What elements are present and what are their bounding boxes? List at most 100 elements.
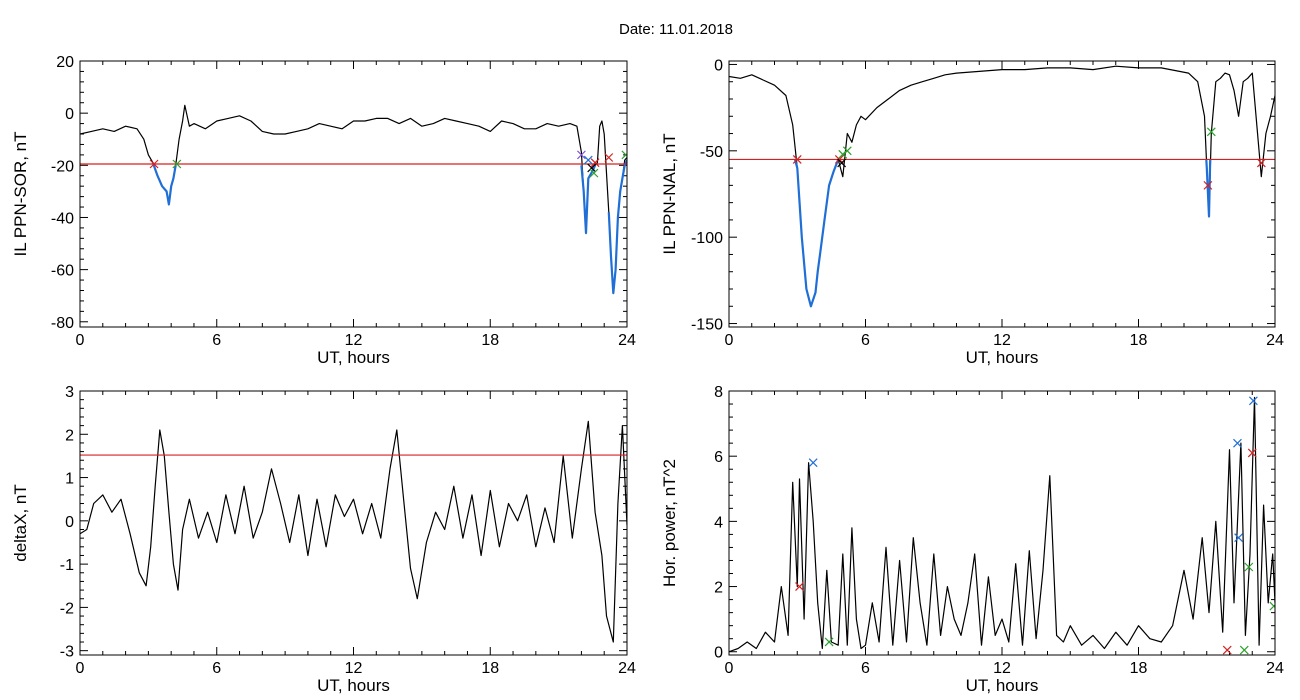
p3-ylabel: deltaX, nT (11, 484, 30, 562)
p4-xlabel: UT, hours (966, 676, 1039, 695)
p2-marker (838, 149, 848, 159)
p4-plot-area (729, 396, 1275, 655)
p1-panel: 0 6 12 18 24 -80 -60 -40 -20 0 20 UT, hours IL PPN-S… (11, 54, 636, 367)
p1-xlabel: UT, hours (317, 348, 390, 367)
p1-ytick-label: 0 (65, 106, 74, 123)
p1-xtick-label: 12 (345, 332, 363, 349)
p1-marker (583, 155, 593, 165)
p3-ytick-label: 2 (65, 427, 74, 444)
p4-marker (1269, 601, 1275, 611)
p1-ytick-label: -40 (51, 210, 74, 227)
p4-marker (808, 458, 818, 468)
p3-xtick-label: 24 (618, 660, 636, 677)
p3-plot-area (80, 420, 627, 643)
p1-plot-area (80, 104, 627, 295)
p2-ytick-label: 0 (714, 57, 723, 74)
p1-marker (589, 168, 599, 178)
p2-ytick-label: -50 (700, 144, 723, 161)
p1-xtick-label: 18 (481, 332, 499, 349)
p1-ytick-label: -20 (51, 158, 74, 175)
p1-highlight-segment (580, 164, 597, 235)
p3-frame (79, 390, 628, 656)
p2-series-line (729, 65, 1275, 307)
p3-xtick-label: 12 (345, 660, 363, 677)
p4-ytick-label: 8 (714, 384, 723, 401)
p4-frame (728, 390, 1276, 656)
p4-ylabel: Hor. power, nT^2 (660, 459, 679, 587)
p1-marker (604, 153, 614, 162)
p3-xtick-label: 0 (76, 660, 85, 677)
p2-ytick-label: -150 (691, 317, 723, 334)
p1-xtick-label: 6 (212, 332, 221, 349)
p1-ylabel: IL PPN-SOR, nT (11, 131, 30, 256)
p3-xlabel: UT, hours (317, 676, 390, 695)
p4-marker (1244, 562, 1254, 572)
p4-marker (795, 582, 804, 591)
p4-marker (1247, 448, 1257, 458)
p3-series-line (80, 420, 627, 643)
p1-marker (587, 163, 597, 173)
p3-ytick-label: 3 (65, 384, 74, 401)
figure-title: Date: 11.01.2018 (619, 21, 733, 38)
p4-series-line (729, 396, 1275, 653)
p4-xtick-label: 24 (1266, 660, 1284, 677)
p3-ytick-label: -2 (60, 600, 74, 617)
p2-xtick-label: 18 (1130, 332, 1148, 349)
p2-marker (1203, 180, 1213, 190)
p2-ytick-label: -100 (691, 230, 723, 247)
p2-xtick-label: 6 (861, 332, 870, 349)
p3-xtick-label: 6 (212, 660, 221, 677)
p2-highlight-segment (1205, 159, 1212, 218)
p4-marker (1234, 533, 1244, 543)
p4-xtick-label: 0 (725, 660, 734, 677)
p1-highlight-segment (607, 159, 627, 295)
p3-ytick-label: 0 (65, 514, 74, 531)
p2-marker (792, 155, 802, 164)
p1-marker (621, 150, 627, 160)
p4-xtick-label: 6 (861, 660, 870, 677)
p4-marker (1233, 438, 1242, 448)
p1-frame (79, 60, 628, 328)
p3-ytick-label: -3 (60, 644, 74, 661)
p1-ytick-label: -80 (51, 315, 74, 332)
p1-marker (590, 158, 600, 168)
p2-marker (842, 146, 852, 156)
p2-ylabel: IL PPN-NAL, nT (660, 133, 679, 254)
p1-xtick-label: 24 (618, 332, 636, 349)
p4-ytick-label: 4 (714, 514, 723, 531)
p4-xtick-label: 12 (993, 660, 1011, 677)
p3-ytick-label: 1 (65, 471, 74, 488)
p1-highlight-segment (151, 162, 177, 206)
p2-marker (837, 158, 847, 168)
p2-marker (1256, 158, 1266, 168)
p4-marker (1248, 396, 1258, 406)
p1-marker (576, 150, 586, 160)
p2-marker (1206, 127, 1216, 137)
p4-marker (824, 637, 834, 647)
p3-ytick-label: -1 (60, 557, 74, 574)
p4-ytick-label: 0 (714, 645, 723, 662)
p1-ytick-label: 20 (56, 54, 74, 71)
p1-marker (172, 159, 182, 169)
p2-xlabel: UT, hours (966, 348, 1039, 367)
p4-marker (1222, 645, 1232, 655)
p2-frame (728, 60, 1276, 328)
p1-ytick-label: -60 (51, 263, 74, 280)
p2-highlight-segment (793, 159, 840, 308)
p4-marker (1239, 645, 1249, 655)
p1-xtick-label: 0 (76, 332, 85, 349)
p1-marker (149, 159, 159, 169)
p2-panel: 0 6 12 18 24 -150 -100 -50 0 UT, hours IL PPN-NAL,… (660, 57, 1284, 367)
p4-ytick-label: 2 (714, 580, 723, 597)
p2-xtick-label: 0 (725, 332, 734, 349)
p4-xtick-label: 18 (1130, 660, 1148, 677)
p2-plot-area (729, 65, 1275, 308)
p4-ytick-label: 6 (714, 449, 723, 466)
p1-series-line (80, 104, 627, 294)
p2-xtick-label: 12 (993, 332, 1011, 349)
p2-xtick-label: 24 (1266, 332, 1284, 349)
